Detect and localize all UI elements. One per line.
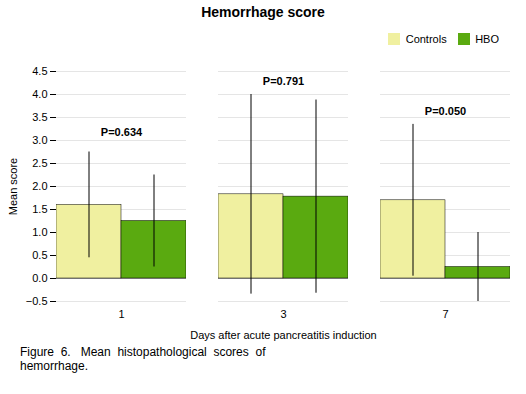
svg-text:4.5: 4.5: [32, 65, 47, 77]
svg-text:P=0.050: P=0.050: [425, 105, 466, 117]
svg-text:3.0: 3.0: [32, 134, 47, 146]
svg-text:1.0: 1.0: [32, 226, 47, 238]
svg-text:P=0.791: P=0.791: [263, 75, 304, 87]
svg-text:1: 1: [118, 308, 124, 320]
svg-text:1.5: 1.5: [32, 203, 47, 215]
svg-text:2.5: 2.5: [32, 157, 47, 169]
html-text:Controls: Controls: [405, 32, 447, 45]
svg-text:7: 7: [442, 308, 448, 320]
html-text:HBO: HBO: [475, 32, 499, 45]
svg-text:3.5: 3.5: [32, 111, 47, 123]
svg-text:4.0: 4.0: [32, 88, 47, 100]
svg-text:Mean score: Mean score: [7, 157, 19, 214]
svg-text:Days after acute pancreatitis: Days after acute pancreatitis induction: [190, 328, 377, 340]
svg-text:−0.5: −0.5: [26, 295, 48, 307]
html-text:Figure 6. Mean histopathologic: Figure 6. Mean histopathological scores …: [20, 344, 266, 373]
html-text:Hemorrhage score: Hemorrhage score: [201, 4, 325, 20]
svg-text:0.0: 0.0: [32, 272, 47, 284]
svg-text:0.5: 0.5: [32, 249, 47, 261]
svg-text:2.0: 2.0: [32, 180, 47, 192]
svg-text:3: 3: [280, 308, 286, 320]
svg-text:P=0.634: P=0.634: [101, 125, 143, 137]
